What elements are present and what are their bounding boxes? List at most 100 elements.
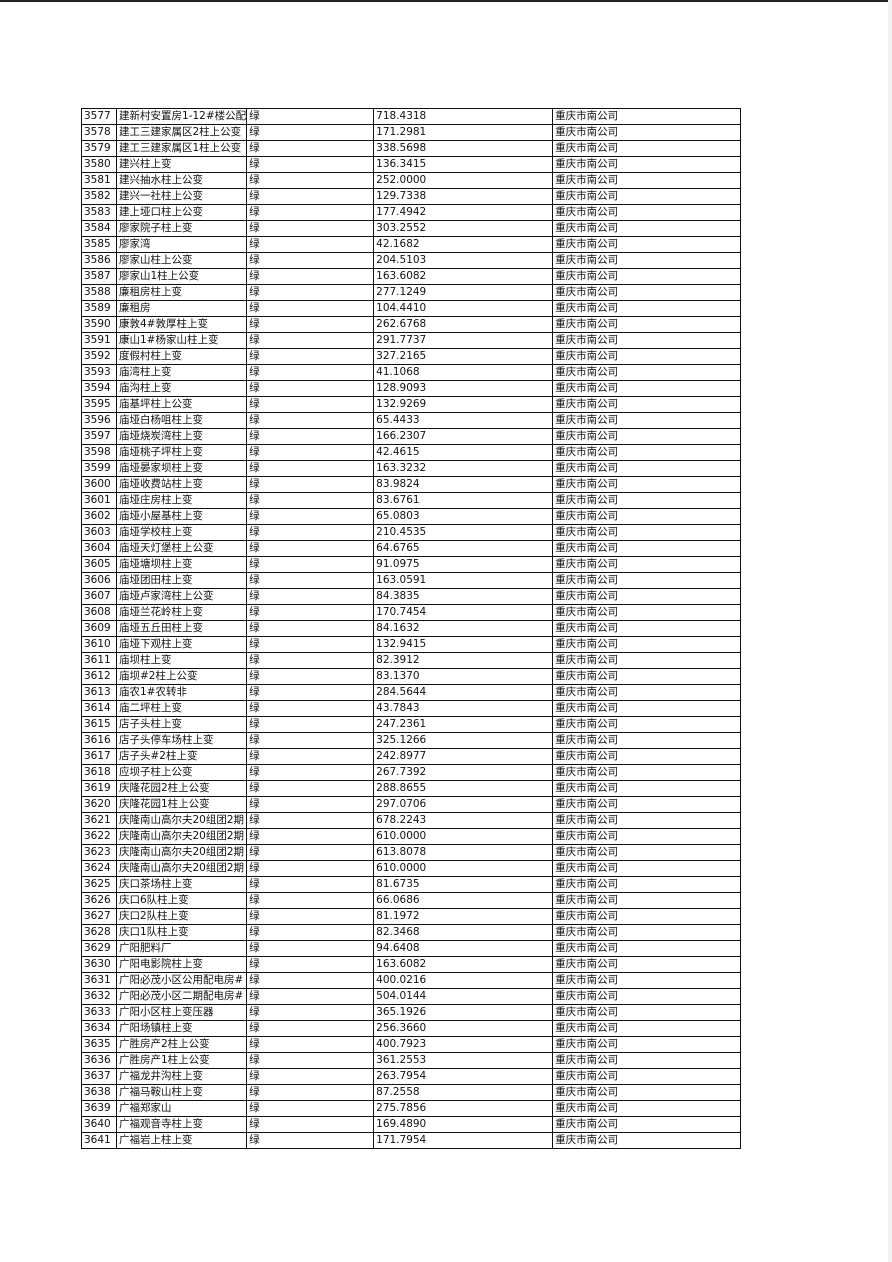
cell-value: 132.9269: [373, 396, 554, 413]
cell-company: 重庆市南公司: [552, 108, 742, 125]
cell-id: 3596: [81, 412, 117, 429]
cell-name: 建新村安置房1-12#楼公配: [115, 108, 248, 125]
cell-company: 重庆市南公司: [552, 1084, 742, 1101]
cell-value: 91.0975: [373, 556, 554, 573]
cell-color: 绿: [246, 444, 375, 461]
cell-company: 重庆市南公司: [552, 620, 742, 637]
table-row: 3632 广阳必茂小区二期配电房# 绿 504.0144 重庆市南公司: [81, 988, 742, 1005]
cell-value: 169.4890: [373, 1116, 554, 1133]
cell-name: 廖家山1柱上公变: [115, 268, 248, 285]
cell-name: 庙垭下观柱上变: [115, 636, 248, 653]
cell-company: 重庆市南公司: [552, 348, 742, 365]
cell-color: 绿: [246, 796, 375, 813]
table-row: 3634 广阳场镇柱上变绿 256.3660 重庆市南公司: [81, 1020, 742, 1037]
table-row: 3623 庆隆南山高尔夫20组团2期绿 613.8078 重庆市南公司: [81, 844, 742, 861]
cell-id: 3578: [81, 124, 117, 141]
cell-id: 3589: [81, 300, 117, 317]
cell-value: 84.1632: [373, 620, 554, 637]
cell-company: 重庆市南公司: [552, 172, 742, 189]
cell-color: 绿: [246, 220, 375, 237]
cell-company: 重庆市南公司: [552, 716, 742, 733]
page-top-border: [0, 0, 888, 2]
cell-value: 361.2553: [373, 1052, 554, 1069]
table-row: 3597 庙垭烧炭湾柱上变绿 166.2307 重庆市南公司: [81, 428, 742, 445]
cell-name: 广阳小区柱上变压器: [115, 1004, 248, 1021]
cell-color: 绿: [246, 252, 375, 269]
table-row: 3582 建兴一社柱上公变绿 129.7338 重庆市南公司: [81, 188, 742, 205]
cell-name: 广福龙井沟柱上变: [115, 1068, 248, 1085]
cell-value: 504.0144: [373, 988, 554, 1005]
cell-company: 重庆市南公司: [552, 492, 742, 509]
cell-id: 3597: [81, 428, 117, 445]
cell-company: 重庆市南公司: [552, 796, 742, 813]
table-row: 3600 庙垭收费站柱上变绿 83.9824 重庆市南公司: [81, 476, 742, 493]
cell-value: 275.7856: [373, 1100, 554, 1117]
cell-color: 绿: [246, 1068, 375, 1085]
cell-name: 廉租房柱上变: [115, 284, 248, 301]
cell-name: 广阳必茂小区二期配电房#: [115, 988, 248, 1005]
cell-value: 610.0000: [373, 828, 554, 845]
cell-value: 170.7454: [373, 604, 554, 621]
cell-name: 庆口1队柱上变: [115, 924, 248, 941]
cell-color: 绿: [246, 380, 375, 397]
cell-name: 店子头柱上变: [115, 716, 248, 733]
cell-value: 83.6761: [373, 492, 554, 509]
cell-name: 康敦4#敦厚柱上变: [115, 316, 248, 333]
cell-value: 718.4318: [373, 108, 554, 125]
table-row: 3641 广福岩上柱上变绿 171.7954 重庆市南公司: [81, 1132, 742, 1149]
cell-name: 庙基坪柱上公变: [115, 396, 248, 413]
cell-company: 重庆市南公司: [552, 604, 742, 621]
cell-value: 163.6082: [373, 956, 554, 973]
cell-name: 广福马鞍山柱上变: [115, 1084, 248, 1101]
cell-name: 庆口6队柱上变: [115, 892, 248, 909]
cell-color: 绿: [246, 572, 375, 589]
cell-id: 3603: [81, 524, 117, 541]
cell-color: 绿: [246, 508, 375, 525]
cell-id: 3587: [81, 268, 117, 285]
cell-name: 庙垭庄房柱上变: [115, 492, 248, 509]
cell-name: 庆口茶场柱上变: [115, 876, 248, 893]
cell-company: 重庆市南公司: [552, 988, 742, 1005]
cell-name: 廖家院子柱上变: [115, 220, 248, 237]
table-row: 3585 廖家湾绿 42.1682 重庆市南公司: [81, 236, 742, 253]
cell-value: 338.5698: [373, 140, 554, 157]
cell-value: 610.0000: [373, 860, 554, 877]
cell-name: 度假村柱上变: [115, 348, 248, 365]
table-row: 3598 庙垭桃子坪柱上变绿 42.4615 重庆市南公司: [81, 444, 742, 461]
table-row: 3618 应坝子柱上公变绿 267.7392 重庆市南公司: [81, 764, 742, 781]
cell-value: 83.9824: [373, 476, 554, 493]
cell-id: 3588: [81, 284, 117, 301]
table-row: 3578 建工三建家属区2柱上公变绿 171.2981 重庆市南公司: [81, 124, 742, 141]
cell-name: 庙坝柱上变: [115, 652, 248, 669]
cell-id: 3637: [81, 1068, 117, 1085]
cell-color: 绿: [246, 1020, 375, 1037]
cell-company: 重庆市南公司: [552, 748, 742, 765]
cell-name: 庙垭塘坝柱上变: [115, 556, 248, 573]
cell-color: 绿: [246, 1132, 375, 1149]
cell-name: 庆隆南山高尔夫20组团2期: [115, 844, 248, 861]
cell-value: 42.1682: [373, 236, 554, 253]
cell-color: 绿: [246, 860, 375, 877]
page-right-edge: [888, 0, 892, 1262]
cell-company: 重庆市南公司: [552, 508, 742, 525]
cell-company: 重庆市南公司: [552, 428, 742, 445]
cell-color: 绿: [246, 476, 375, 493]
cell-id: 3599: [81, 460, 117, 477]
cell-company: 重庆市南公司: [552, 380, 742, 397]
cell-company: 重庆市南公司: [552, 908, 742, 925]
cell-color: 绿: [246, 204, 375, 221]
cell-id: 3585: [81, 236, 117, 253]
cell-value: 400.7923: [373, 1036, 554, 1053]
table-row: 3614 庙二坪柱上变绿 43.7843 重庆市南公司: [81, 700, 742, 717]
cell-color: 绿: [246, 700, 375, 717]
cell-name: 庙垭小屋基柱上变: [115, 508, 248, 525]
cell-name: 广阳电影院柱上变: [115, 956, 248, 973]
cell-company: 重庆市南公司: [552, 540, 742, 557]
table-row: 3633 广阳小区柱上变压器绿 365.1926 重庆市南公司: [81, 1004, 742, 1021]
cell-color: 绿: [246, 652, 375, 669]
cell-company: 重庆市南公司: [552, 268, 742, 285]
cell-name: 庆隆南山高尔夫20组团2期: [115, 812, 248, 829]
cell-id: 3584: [81, 220, 117, 237]
cell-name: 建兴一社柱上公变: [115, 188, 248, 205]
table-row: 3616 店子头停车场柱上变绿 325.1266 重庆市南公司: [81, 732, 742, 749]
